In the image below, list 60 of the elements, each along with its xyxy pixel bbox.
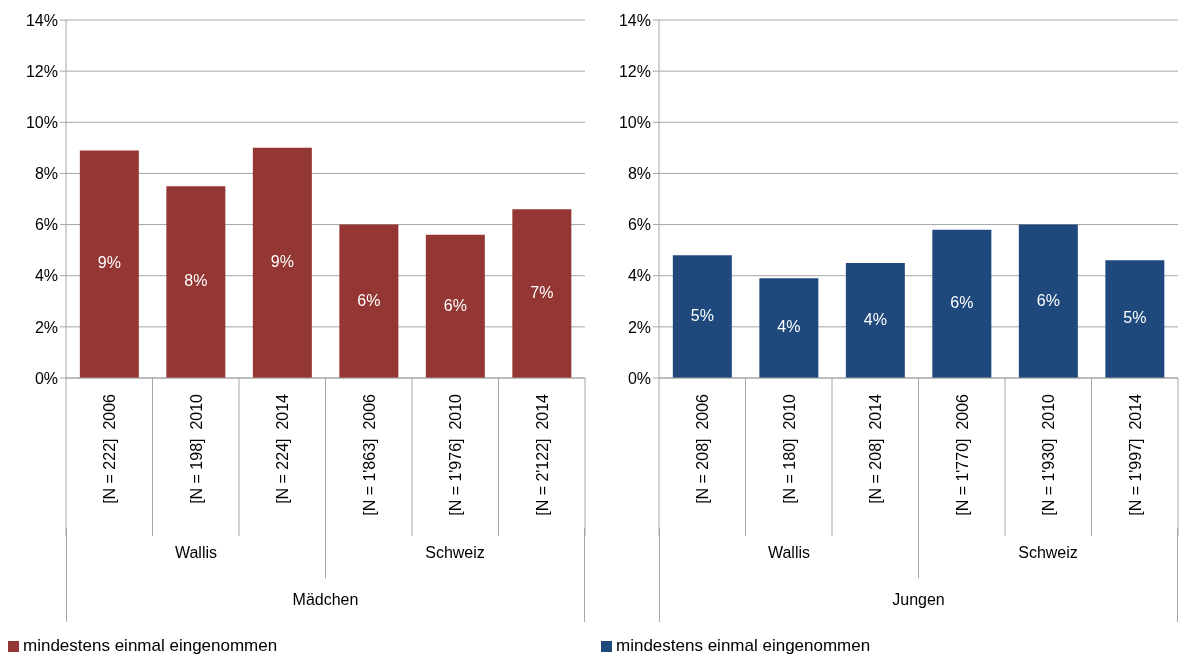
- text: Mädchen: [292, 591, 359, 609]
- data-label: 6%: [443, 296, 467, 314]
- text: Wallis: [174, 544, 218, 562]
- y-tick-label: 8%: [627, 165, 651, 183]
- y-tick-label: 8%: [34, 165, 58, 183]
- bar: [79, 150, 139, 378]
- data-label: 6%: [950, 294, 974, 312]
- bar: [1105, 260, 1165, 378]
- bar: [252, 147, 312, 378]
- text: Wallis: [767, 544, 811, 562]
- x-tick-label: [N = 1'770] 2006: [953, 393, 971, 516]
- bar: [672, 255, 732, 378]
- y-tick-label: 14%: [618, 11, 651, 29]
- x-tick-label: [N = 1'997] 2014: [1126, 393, 1144, 516]
- y-tick-label: 4%: [34, 267, 58, 285]
- data-label: 4%: [863, 310, 887, 328]
- x-tick-label: [N = 1'976] 2010: [447, 393, 465, 516]
- data-label: 9%: [97, 254, 121, 272]
- bar: [512, 209, 572, 378]
- text: Schweiz: [1018, 544, 1078, 562]
- y-tick-label: 10%: [25, 113, 58, 131]
- bar: [425, 234, 485, 378]
- y-tick-label: 12%: [618, 62, 651, 80]
- x-tick-label: [N = 2'122] 2014: [533, 393, 551, 516]
- y-tick-label: 10%: [618, 113, 651, 131]
- x-tick-label: [N = 1'863] 2006: [360, 393, 378, 516]
- x-tick-label: [N = 208] 2014: [867, 393, 885, 504]
- data-label: 5%: [690, 306, 714, 324]
- y-tick-label: 14%: [25, 11, 58, 29]
- x-tick-label: [N = 1'930] 2010: [1040, 393, 1058, 516]
- y-tick-label: 0%: [627, 369, 651, 387]
- bar: [166, 186, 226, 378]
- x-tick-label: [N = 198] 2010: [187, 393, 205, 504]
- legend-label: mindestens einmal eingenommen: [23, 636, 278, 656]
- x-tick-label: [N = 208] 2006: [694, 393, 712, 504]
- data-label: 5%: [1123, 309, 1147, 327]
- text: Schweiz: [425, 544, 485, 562]
- data-label: 8%: [184, 272, 208, 290]
- y-tick-label: 0%: [34, 369, 58, 387]
- y-tick-label: 6%: [34, 216, 58, 234]
- y-tick-label: 12%: [25, 62, 58, 80]
- x-tick-label: [N = 180] 2010: [780, 393, 798, 504]
- y-tick-label: 4%: [627, 267, 651, 285]
- data-label: 7%: [530, 283, 554, 301]
- x-tick-label: [N = 224] 2014: [274, 393, 292, 504]
- y-tick-label: 2%: [627, 318, 651, 336]
- y-tick-label: 2%: [34, 318, 58, 336]
- data-label: 4%: [777, 318, 801, 336]
- x-tick-label: [N = 222] 2006: [101, 393, 119, 504]
- data-label: 6%: [1036, 291, 1060, 309]
- bar: [845, 262, 905, 378]
- data-label: 6%: [357, 291, 381, 309]
- y-tick-label: 6%: [627, 216, 651, 234]
- bar: [932, 229, 992, 378]
- bar: [1018, 224, 1078, 378]
- bar: [339, 224, 399, 378]
- bar: [759, 278, 819, 378]
- data-label: 9%: [270, 253, 294, 271]
- text: Jungen: [892, 591, 945, 609]
- legend-label: mindestens einmal eingenommen: [616, 636, 871, 656]
